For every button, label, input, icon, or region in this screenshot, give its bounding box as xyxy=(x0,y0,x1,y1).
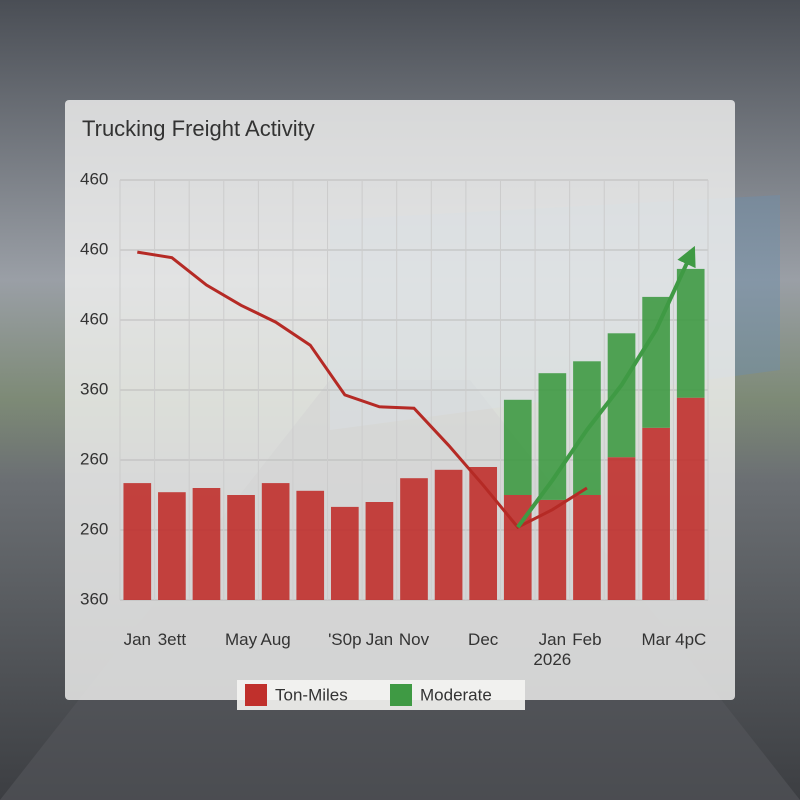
x-tick-label: Feb xyxy=(572,630,602,649)
bar xyxy=(330,506,359,600)
bar xyxy=(434,469,463,600)
legend-label: Ton-Miles xyxy=(275,685,348,704)
x-tick-label: 4pC xyxy=(675,630,707,649)
legend xyxy=(237,680,525,710)
bar xyxy=(538,499,567,600)
bar xyxy=(503,399,532,495)
bar xyxy=(676,268,705,398)
trend-line xyxy=(137,250,588,530)
y-tick-label: 460 xyxy=(80,309,108,328)
x-tick-label: Mar xyxy=(641,630,671,649)
legend-label: Moderate xyxy=(420,685,492,704)
bar xyxy=(642,296,670,428)
x-tick-label: Jan xyxy=(365,630,394,649)
bar xyxy=(261,483,290,600)
legend-swatch xyxy=(245,684,267,706)
bar xyxy=(227,495,255,600)
y-tick-label: 360 xyxy=(80,589,108,608)
bar xyxy=(123,483,152,600)
y-tick-label: 260 xyxy=(80,519,108,538)
bar xyxy=(192,488,221,600)
bar xyxy=(296,490,325,600)
bar xyxy=(400,478,428,600)
bar xyxy=(573,495,601,600)
bar xyxy=(158,492,186,600)
trend-line xyxy=(516,245,696,529)
y-tick-label: 260 xyxy=(80,449,108,468)
x-tick-label: 3ett xyxy=(157,630,187,649)
legend-swatch xyxy=(390,684,412,706)
x-tick-label: Jan xyxy=(123,630,151,649)
x-tick-label: Dec xyxy=(468,630,499,649)
x-tick-label: May xyxy=(224,630,258,649)
chart-title: Trucking Freight Activity xyxy=(82,116,315,141)
bar xyxy=(676,397,705,600)
y-tick-label: 460 xyxy=(80,239,108,258)
x-tick-label: Jan 2026 xyxy=(533,630,572,669)
y-tick-label: 360 xyxy=(80,379,108,398)
y-tick-label: 460 xyxy=(80,169,108,188)
x-tick-label: Nov xyxy=(398,630,430,649)
bar xyxy=(469,467,498,600)
x-tick-label: Aug xyxy=(260,630,291,649)
bar xyxy=(607,457,636,600)
bar xyxy=(365,502,394,600)
bar xyxy=(642,427,670,600)
x-tick-label: 'S0p xyxy=(328,630,362,649)
